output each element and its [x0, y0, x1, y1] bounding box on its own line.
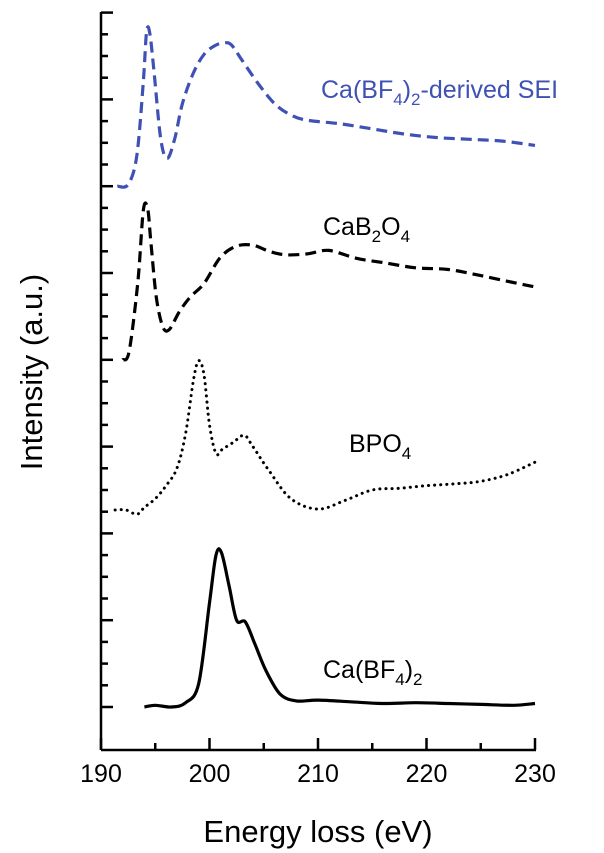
series-labels: Ca(BF4)2-derived SEI CaB2O4 BPO4 Ca(BF4)… — [321, 76, 558, 689]
spectra-traces — [113, 25, 537, 709]
series-label-cab2o4: CaB2O4 — [323, 213, 410, 246]
series-label-cab2o4-part2: O — [381, 213, 400, 241]
series-label-sei-part2: ) — [403, 76, 411, 104]
y-ticks — [101, 11, 113, 709]
y-axis-title: Intensity (a.u.) — [14, 274, 49, 470]
series-label-cab2o4-sub1: 2 — [372, 227, 381, 246]
series-label-sei-sub2: 2 — [411, 90, 420, 109]
series-label-sei-part3: -derived SEI — [421, 76, 559, 104]
series-label-cab2o4-part1: CaB — [323, 213, 372, 241]
x-ticks: 190 200 210 220 230 — [80, 738, 556, 788]
series-label-bpo4-part1: BPO — [349, 430, 402, 458]
series-line-ca-bf-derived-sei — [117, 25, 536, 189]
series-label-cabf4-part1: Ca(BF — [323, 656, 395, 684]
series-line-cab-o — [121, 201, 536, 362]
series-label-sei: Ca(BF4)2-derived SEI — [321, 76, 558, 109]
series-label-bpo4-sub1: 4 — [402, 444, 411, 463]
x-tick-label: 210 — [297, 760, 339, 788]
series-label-sei-part1: Ca(BF — [321, 76, 393, 104]
series-label-cab2o4-sub2: 4 — [401, 227, 410, 246]
series-label-cabf4: Ca(BF4)2 — [323, 656, 423, 689]
axes: 190 200 210 220 230 — [80, 11, 556, 788]
series-label-cabf4-part2: ) — [405, 656, 413, 684]
x-axis-title: Energy loss (eV) — [203, 814, 432, 849]
series-label-cabf4-sub1: 4 — [395, 670, 404, 689]
x-tick-label: 200 — [189, 760, 231, 788]
series-label-cabf4-sub2: 2 — [413, 670, 422, 689]
x-tick-label: 220 — [406, 760, 448, 788]
series-label-sei-sub1: 4 — [393, 90, 402, 109]
x-tick-label: 190 — [80, 760, 122, 788]
series-line-bpo — [113, 359, 537, 516]
series-line-ca-bf — [144, 547, 536, 709]
x-tick-label: 230 — [514, 760, 556, 788]
series-label-bpo4: BPO4 — [349, 430, 411, 463]
